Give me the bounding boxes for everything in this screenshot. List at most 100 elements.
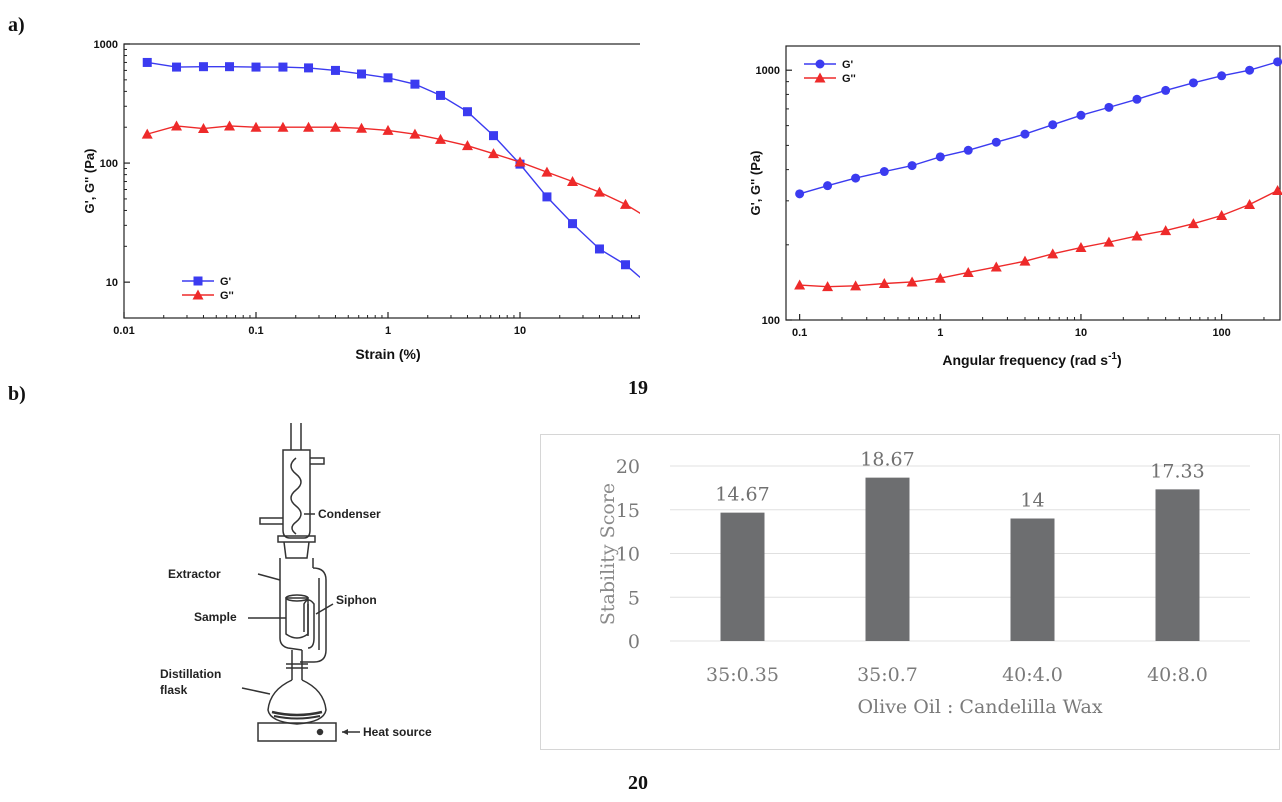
data-point <box>141 128 153 139</box>
data-point <box>1048 120 1058 130</box>
legend-marker <box>192 289 204 300</box>
data-point <box>795 189 805 199</box>
data-point <box>621 260 631 270</box>
plot-frame <box>785 45 1281 321</box>
data-point <box>225 62 235 72</box>
data-point <box>542 192 552 202</box>
data-point <box>850 280 862 291</box>
data-point <box>991 137 1001 147</box>
data-point <box>409 128 421 139</box>
data-point <box>198 62 208 72</box>
data-point <box>1075 242 1087 253</box>
data-point <box>1245 65 1255 75</box>
data-point <box>303 121 315 132</box>
legend-marker <box>193 276 203 286</box>
data-point <box>410 79 420 89</box>
data-point <box>1273 57 1282 67</box>
x-axis-title-main: Angular frequency (rad s <box>942 352 1108 368</box>
data-point <box>461 140 473 151</box>
panel-label-b: b) <box>8 383 26 405</box>
data-point <box>1244 198 1256 209</box>
label-flask: flask <box>160 683 188 697</box>
data-point <box>1132 94 1142 104</box>
data-point <box>1160 225 1172 236</box>
bar <box>1010 518 1055 641</box>
data-label: 14 <box>1020 490 1044 512</box>
soxhlet-apparatus-diagram: Condenser Extractor Siphon Sample Distil… <box>160 423 432 742</box>
data-point <box>907 161 917 171</box>
data-point <box>879 167 889 177</box>
plot-frame <box>123 43 640 319</box>
label-siphon: Siphon <box>336 593 377 607</box>
data-point <box>224 120 236 131</box>
y-tick-label: 10 <box>106 277 118 289</box>
y-axis-title: G', G'' (Pa) <box>82 149 97 214</box>
data-point <box>990 261 1002 272</box>
data-point <box>906 276 918 287</box>
label-heat-source: Heat source <box>363 725 432 739</box>
x-tick-label: 0.1 <box>792 327 807 339</box>
data-point <box>488 148 500 159</box>
data-point <box>794 279 806 290</box>
data-point <box>1161 85 1171 95</box>
data-point <box>171 120 183 131</box>
x-axis-title-sup: -1 <box>1108 351 1117 362</box>
y-tick-label: 5 <box>628 587 640 609</box>
data-point <box>1188 78 1198 88</box>
data-point <box>594 244 604 254</box>
data-point <box>357 69 367 79</box>
data-point <box>250 121 262 132</box>
data-point <box>277 121 289 132</box>
data-point <box>329 121 341 132</box>
data-point <box>822 281 834 292</box>
x-tick-label: 35:0.35 <box>706 664 779 686</box>
data-point <box>356 122 368 133</box>
data-point <box>172 62 182 72</box>
data-point <box>620 198 632 209</box>
x-tick-label: 40:8.0 <box>1147 664 1208 686</box>
data-point <box>142 57 152 67</box>
data-point <box>489 131 499 141</box>
y-tick-label: 20 <box>616 456 640 478</box>
x-tick-label: 100 <box>1212 327 1230 339</box>
data-point <box>963 145 973 155</box>
x-axis-title: Olive Oil : Candelilla Wax <box>857 696 1102 718</box>
y-tick-label: 15 <box>616 500 640 522</box>
data-point <box>823 181 833 191</box>
data-point <box>878 277 890 288</box>
figure-number-19: 19 <box>628 377 648 399</box>
bar <box>865 477 910 641</box>
data-point <box>462 107 472 117</box>
data-point <box>568 219 578 229</box>
data-point <box>1217 71 1227 81</box>
label-condenser: Condenser <box>318 507 381 521</box>
data-point <box>541 166 553 177</box>
data-point <box>1216 210 1228 221</box>
x-tick-label: 1 <box>385 325 391 337</box>
x-tick-label: 10 <box>1075 327 1087 339</box>
x-tick-label: 40:4.0 <box>1002 664 1063 686</box>
legend-label: G' <box>220 276 232 288</box>
data-point <box>251 62 261 72</box>
series-line <box>147 125 640 214</box>
label-sample: Sample <box>194 610 237 624</box>
data-point <box>593 186 605 197</box>
data-label: 18.67 <box>860 449 914 471</box>
label-distillation: Distillation <box>160 667 221 681</box>
data-point <box>851 173 861 183</box>
legend: G' G'' <box>804 59 856 85</box>
y-axis-title: G', G'' (Pa) <box>748 151 763 216</box>
label-extractor: Extractor <box>168 567 221 581</box>
y-tick-label: 100 <box>762 315 780 327</box>
data-point <box>304 63 314 73</box>
data-point <box>435 133 447 144</box>
data-point <box>1104 102 1114 112</box>
data-point <box>436 90 446 100</box>
data-point <box>1272 184 1282 195</box>
data-point <box>1019 255 1031 266</box>
data-point <box>1020 129 1030 139</box>
legend-label: G'' <box>220 290 234 302</box>
data-point <box>934 272 946 283</box>
x-tick-label: 10 <box>514 325 526 337</box>
data-point <box>330 65 340 75</box>
